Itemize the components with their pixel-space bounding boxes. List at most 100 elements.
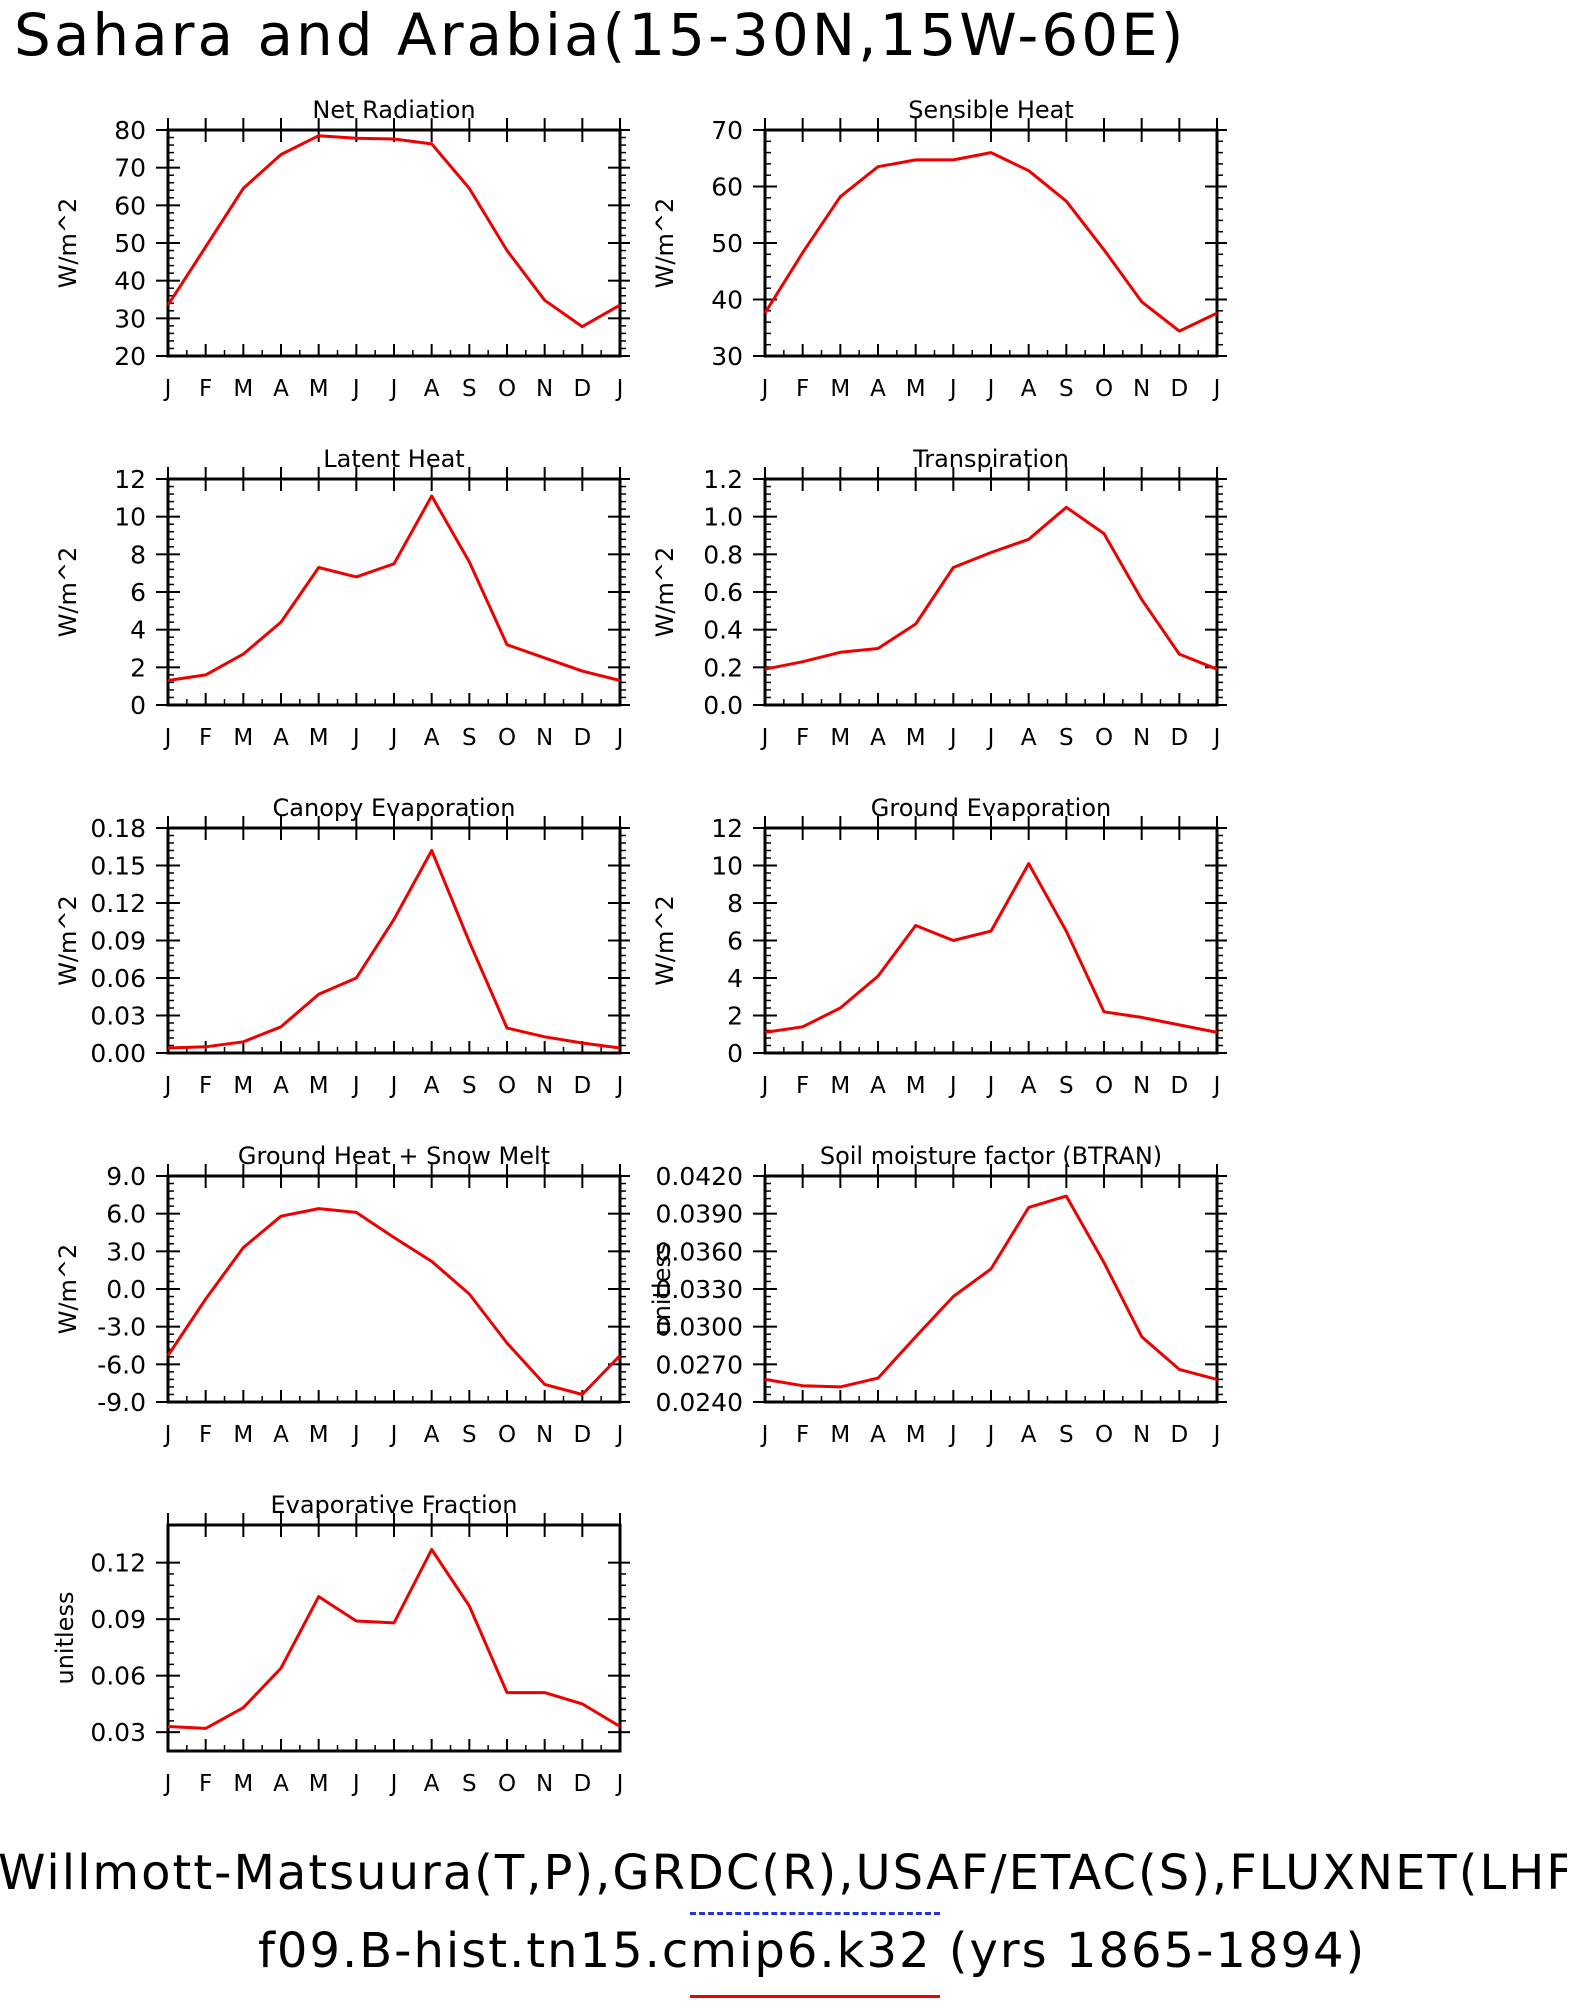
x-tick-label: F <box>199 725 212 751</box>
plot-frame <box>166 128 622 358</box>
y-tick-label: 0.12 <box>90 1549 146 1578</box>
panel-title: Ground Heat + Snow Melt <box>238 1142 550 1170</box>
x-tick-label: J <box>351 725 360 751</box>
x-tick-label: J <box>163 376 172 402</box>
y-tick-label: 20 <box>114 342 146 371</box>
x-tick-label: A <box>424 1073 440 1099</box>
series-line <box>764 1194 1218 1389</box>
y-axis-label: W/m^2 <box>651 198 679 289</box>
x-tick-label: A <box>273 1422 289 1448</box>
y-tick-label: 70 <box>711 116 743 145</box>
y-axis-label: unitless <box>51 1592 79 1685</box>
y-tick-label: 2 <box>727 1002 743 1031</box>
x-tick-label: M <box>906 376 926 402</box>
y-tick-label: 0.0240 <box>656 1388 743 1417</box>
y-tick-label: 0.8 <box>703 540 743 569</box>
x-tick-label: A <box>870 1073 886 1099</box>
x-tick-label: A <box>424 1771 440 1797</box>
x-tick-label: M <box>309 1771 329 1797</box>
observations-legend-line <box>690 1912 940 1915</box>
x-tick-label: N <box>1133 1073 1150 1099</box>
x-tick-label: F <box>796 376 809 402</box>
x-tick-label: J <box>1212 376 1221 402</box>
x-tick-label: J <box>351 1771 360 1797</box>
y-tick-label: 40 <box>711 286 743 315</box>
x-tick-label: J <box>615 1771 624 1797</box>
x-tick-label: A <box>870 725 886 751</box>
x-tick-label: A <box>273 1771 289 1797</box>
x-tick-label: D <box>1170 1422 1188 1448</box>
x-tick-label: J <box>163 725 172 751</box>
plot-frame <box>763 128 1219 358</box>
x-tick-label: J <box>760 1073 769 1099</box>
x-tick-label: S <box>462 725 477 751</box>
x-tick-label: N <box>536 725 553 751</box>
y-tick-label: 30 <box>711 342 743 371</box>
x-tick-label: J <box>948 1422 957 1448</box>
x-tick-label: D <box>1170 376 1188 402</box>
model-case-text: f09.B-hist.tn15.cmip6.k32 (yrs 1865-1894… <box>258 1923 1367 1979</box>
x-tick-label: N <box>536 1422 553 1448</box>
chart-panel-9: J F M A M J J A S O N D J0.030.060.090.12Evaporative… <box>51 1491 630 1797</box>
y-tick-label: 60 <box>114 191 146 220</box>
x-tick-label: O <box>1095 1073 1113 1099</box>
series-line <box>166 1207 622 1396</box>
y-tick-label: -3.0 <box>97 1313 146 1342</box>
x-tick-label: O <box>498 1422 516 1448</box>
x-tick-label: D <box>573 376 591 402</box>
y-tick-label: 0.0270 <box>656 1350 743 1379</box>
x-tick-label: A <box>424 376 440 402</box>
x-tick-label: A <box>1021 1073 1037 1099</box>
x-tick-label: S <box>1059 1422 1074 1448</box>
x-tick-label: O <box>498 725 516 751</box>
x-tick-label: F <box>796 1073 809 1099</box>
x-tick-label: J <box>615 1422 624 1448</box>
x-tick-label: S <box>1059 1073 1074 1099</box>
panel-title: Canopy Evaporation <box>273 794 516 822</box>
y-tick-label: 4 <box>727 964 743 993</box>
x-tick-label: M <box>309 725 329 751</box>
x-tick-label: A <box>1021 1422 1037 1448</box>
x-tick-label: N <box>536 1073 553 1099</box>
x-tick-label: M <box>309 1422 329 1448</box>
x-tick-label: D <box>573 1422 591 1448</box>
x-tick-label: J <box>163 1771 172 1797</box>
x-tick-label: M <box>309 376 329 402</box>
x-tick-label: J <box>615 376 624 402</box>
x-tick-label: M <box>830 376 850 402</box>
y-tick-label: 0.03 <box>90 1718 146 1747</box>
x-tick-label: O <box>498 1771 516 1797</box>
y-tick-label: 0.00 <box>90 1039 146 1068</box>
x-tick-label: A <box>1021 376 1037 402</box>
x-tick-label: D <box>573 725 591 751</box>
y-tick-label: 0.0390 <box>656 1200 743 1229</box>
x-tick-label: M <box>233 1771 253 1797</box>
y-tick-label: 6 <box>727 927 743 956</box>
x-tick-label: F <box>199 1422 212 1448</box>
x-tick-label: J <box>1212 725 1221 751</box>
x-tick-label: J <box>986 376 995 402</box>
y-tick-label: 0.06 <box>90 964 146 993</box>
y-axis-label: W/m^2 <box>651 547 679 638</box>
x-tick-label: M <box>906 1422 926 1448</box>
x-tick-label: A <box>1021 725 1037 751</box>
x-tick-label: F <box>796 725 809 751</box>
plot-frame <box>166 826 622 1055</box>
y-tick-label: 12 <box>114 465 146 494</box>
y-tick-label: 6 <box>130 578 146 607</box>
y-tick-label: 4 <box>130 616 146 645</box>
x-tick-label: S <box>462 1073 477 1099</box>
y-tick-label: 0.0360 <box>656 1237 743 1266</box>
model-legend-line <box>690 1995 940 1998</box>
x-tick-label: S <box>462 1422 477 1448</box>
x-tick-label: M <box>830 1073 850 1099</box>
x-tick-label: S <box>462 376 477 402</box>
x-tick-label: J <box>948 1073 957 1099</box>
x-tick-label: J <box>389 725 398 751</box>
x-tick-label: J <box>615 1073 624 1099</box>
x-tick-label: O <box>1095 376 1113 402</box>
